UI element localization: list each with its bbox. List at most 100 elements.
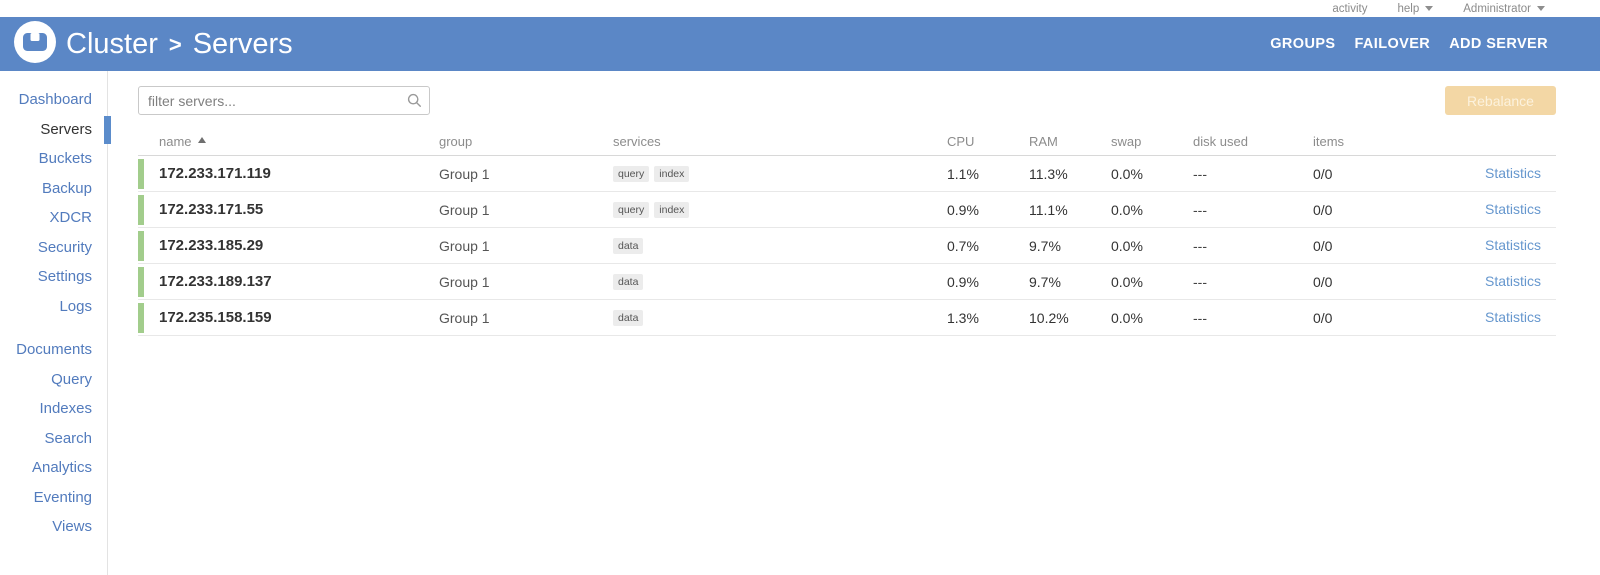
server-ram: 10.2%	[1029, 309, 1069, 326]
statistics-link[interactable]: Statistics	[1484, 272, 1541, 289]
servers-toolbar: Rebalance	[138, 86, 1556, 115]
server-swap: 0.0%	[1111, 237, 1143, 254]
statistics-link[interactable]: Statistics	[1484, 308, 1541, 325]
sidebar-item-settings[interactable]: Settings	[37, 268, 92, 285]
server-ram: 11.3%	[1029, 165, 1068, 182]
server-health-indicator	[138, 230, 144, 261]
server-cpu: 0.9%	[947, 273, 979, 290]
server-cpu: 0.7%	[947, 237, 979, 254]
breadcrumb-servers: Servers	[192, 27, 293, 60]
sidebar-item-xdcr[interactable]: XDCR	[49, 209, 92, 226]
sidebar-nav: Dashboard Servers Buckets Backup XDCR Se…	[0, 71, 111, 575]
server-health-indicator	[138, 194, 144, 225]
server-items: 0/0	[1313, 165, 1333, 182]
server-row[interactable]: 172.233.189.137 Group 1 data 0.9% 9.7% 0…	[138, 264, 1556, 300]
top-utility-bar: activity help Administrator	[0, 0, 1600, 17]
sidebar-item-servers[interactable]: Servers	[0, 115, 111, 145]
column-header-services: services	[613, 133, 661, 149]
column-header-name-label: name	[159, 133, 192, 149]
statistics-link[interactable]: Statistics	[1484, 200, 1541, 217]
filter-servers-input[interactable]	[138, 86, 430, 115]
server-services: data	[613, 237, 947, 254]
user-menu[interactable]: Administrator	[1463, 3, 1545, 15]
server-swap: 0.0%	[1111, 273, 1143, 290]
server-group: Group 1	[439, 309, 490, 326]
column-header-items: items	[1313, 133, 1345, 149]
filter-wrapper	[138, 86, 430, 115]
sidebar-item-backup[interactable]: Backup	[41, 179, 92, 197]
server-name: 172.233.189.137	[159, 273, 272, 290]
server-items: 0/0	[1313, 309, 1333, 326]
sidebar-item-security[interactable]: Security	[37, 238, 92, 256]
breadcrumb-cluster: Cluster	[66, 27, 158, 60]
statistics-link[interactable]: Statistics	[1484, 164, 1541, 181]
help-menu[interactable]: help	[1398, 3, 1434, 15]
rebalance-button[interactable]: Rebalance	[1445, 86, 1556, 115]
couchbase-logo-icon	[13, 20, 57, 69]
server-name: 172.235.158.159	[159, 309, 272, 326]
server-row[interactable]: 172.233.171.119 Group 1 query index 1.1%…	[138, 156, 1556, 192]
server-disk-used: ---	[1193, 309, 1207, 326]
service-badge: index	[654, 165, 690, 182]
sidebar-item-documents[interactable]: Documents	[16, 341, 92, 358]
server-ram: 9.7%	[1029, 273, 1061, 290]
service-badge: query	[613, 201, 650, 218]
main-layout: Dashboard Servers Buckets Backup XDCR Se…	[0, 71, 1600, 575]
server-disk-used: ---	[1193, 201, 1207, 218]
user-menu-label: Administrator	[1463, 2, 1531, 15]
sidebar-item-search[interactable]: Search	[44, 429, 92, 447]
failover-button[interactable]: FAILOVER	[1354, 36, 1431, 52]
server-cpu: 1.1%	[947, 165, 979, 182]
server-name: 172.233.185.29	[159, 237, 264, 254]
service-badge: query	[613, 165, 650, 182]
server-items: 0/0	[1313, 237, 1333, 254]
service-badge: data	[613, 273, 644, 290]
statistics-link[interactable]: Statistics	[1484, 236, 1541, 253]
server-row[interactable]: 172.233.185.29 Group 1 data 0.7% 9.7% 0.…	[138, 228, 1556, 264]
server-row[interactable]: 172.235.158.159 Group 1 data 1.3% 10.2% …	[138, 300, 1556, 336]
server-swap: 0.0%	[1111, 201, 1143, 218]
column-header-group: group	[439, 133, 473, 149]
sidebar-item-views[interactable]: Views	[52, 518, 92, 535]
sidebar-item-query[interactable]: Query	[51, 370, 92, 388]
server-name: 172.233.171.55	[159, 201, 264, 218]
sidebar-item-eventing[interactable]: Eventing	[33, 488, 92, 506]
search-icon	[407, 93, 422, 113]
server-swap: 0.0%	[1111, 165, 1143, 182]
header-actions: GROUPS FAILOVER ADD SERVER	[1270, 36, 1600, 52]
server-health-indicator	[138, 266, 144, 297]
app-header: Cluster > Servers GROUPS FAILOVER ADD SE…	[0, 17, 1600, 71]
server-group: Group 1	[439, 165, 490, 182]
column-header-swap: swap	[1111, 133, 1142, 149]
sidebar-item-analytics[interactable]: Analytics	[31, 459, 92, 476]
server-services: data	[613, 309, 947, 326]
help-menu-label: help	[1397, 2, 1420, 15]
server-cpu: 0.9%	[947, 201, 979, 218]
server-name: 172.233.171.119	[159, 165, 271, 182]
server-services: query index	[613, 165, 947, 182]
server-row[interactable]: 172.233.171.55 Group 1 query index 0.9% …	[138, 192, 1556, 228]
service-badge: index	[654, 201, 690, 218]
server-health-indicator	[138, 158, 144, 189]
server-health-indicator	[138, 302, 144, 333]
chevron-down-icon	[1425, 6, 1434, 15]
server-group: Group 1	[439, 273, 490, 290]
add-server-button[interactable]: ADD SERVER	[1449, 36, 1548, 52]
groups-button[interactable]: GROUPS	[1270, 36, 1336, 52]
sort-ascending-icon	[197, 133, 206, 143]
server-swap: 0.0%	[1111, 309, 1143, 326]
column-header-ram: RAM	[1029, 133, 1058, 149]
sidebar-item-indexes[interactable]: Indexes	[39, 400, 92, 417]
server-items: 0/0	[1313, 273, 1333, 290]
server-disk-used: ---	[1193, 273, 1207, 290]
sidebar-item-logs[interactable]: Logs	[59, 297, 92, 315]
server-services: query index	[613, 201, 947, 218]
sidebar-item-dashboard[interactable]: Dashboard	[18, 91, 92, 108]
server-disk-used: ---	[1193, 237, 1207, 254]
service-badge: data	[613, 309, 644, 326]
activity-link[interactable]: activity	[1332, 3, 1367, 15]
content-area: Rebalance name group services CPU RAM sw…	[108, 71, 1600, 575]
sidebar-item-buckets[interactable]: Buckets	[38, 150, 92, 167]
server-cpu: 1.3%	[947, 309, 979, 326]
column-header-name[interactable]: name	[144, 134, 439, 149]
